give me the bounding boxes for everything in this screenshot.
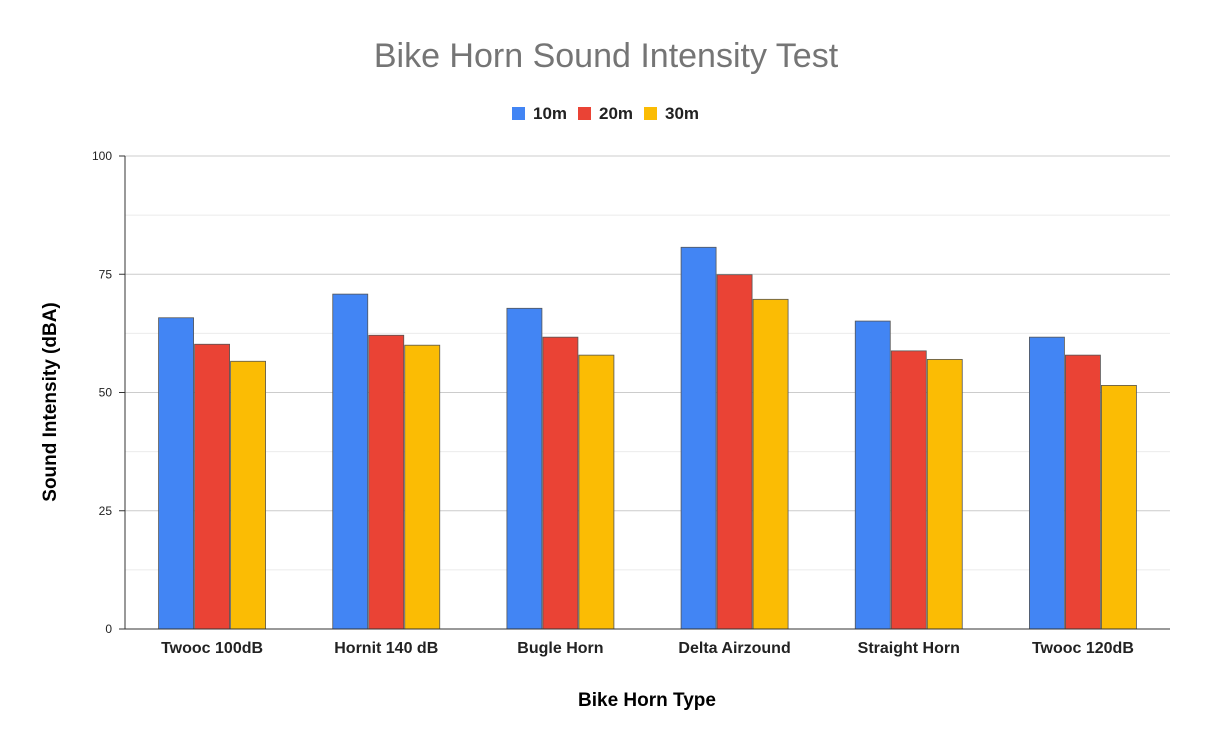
bar-20m-4 xyxy=(890,350,927,630)
x-tick-label: Straight Horn xyxy=(858,640,960,657)
bar-10m-4 xyxy=(854,320,891,630)
y-tick-label: 0 xyxy=(105,622,112,636)
bar-10m-0 xyxy=(158,317,194,630)
bar-30m-0 xyxy=(230,360,266,630)
x-axis-labels: Twooc 100dB Hornit 140 dB Bugle Horn Delta … xyxy=(161,640,1134,657)
bar-10m-1 xyxy=(332,293,369,630)
bar-30m-1 xyxy=(404,344,441,630)
legend-label-20m: 20m xyxy=(599,104,633,123)
x-tick-label: Delta Airzound xyxy=(678,640,790,657)
x-tick-label: Twooc 120dB xyxy=(1032,640,1134,657)
bar-30m-5 xyxy=(1101,385,1137,630)
bar-20m-0 xyxy=(194,343,230,630)
axes xyxy=(124,156,1170,630)
y-axis-title: Sound Intensity (dBA) xyxy=(40,302,61,501)
y-tick-label: 25 xyxy=(99,504,113,518)
bar-30m-2 xyxy=(578,354,615,630)
y-tick-label: 100 xyxy=(92,149,112,163)
x-axis-title: Bike Horn Type xyxy=(578,690,716,711)
bar-10m-5 xyxy=(1029,336,1065,630)
x-tick-label: Hornit 140 dB xyxy=(334,640,438,657)
x-tick-label: Bugle Horn xyxy=(517,640,603,657)
legend-swatch-10m xyxy=(512,107,525,120)
legend-label-10m: 10m xyxy=(533,104,567,123)
y-tick-label: 75 xyxy=(99,267,113,281)
gridlines xyxy=(125,155,1170,571)
bar-20m-5 xyxy=(1065,354,1101,630)
x-tick-label: Twooc 100dB xyxy=(161,640,263,657)
bar-20m-2 xyxy=(542,336,579,630)
bar-20m-1 xyxy=(368,334,405,630)
legend-swatch-20m xyxy=(578,107,591,120)
bar-10m-2 xyxy=(506,307,543,630)
bar-10m-3 xyxy=(680,246,717,630)
y-axis-ticks: 0 25 50 75 100 xyxy=(92,149,125,636)
y-tick-label: 50 xyxy=(99,386,113,400)
chart-title: Bike Horn Sound Intensity Test xyxy=(374,37,839,75)
bar-30m-3 xyxy=(752,298,789,630)
bar-30m-4 xyxy=(926,358,963,630)
bar-20m-3 xyxy=(716,274,753,630)
legend: 10m 20m 30m xyxy=(512,104,699,123)
legend-swatch-30m xyxy=(644,107,657,120)
bars xyxy=(158,246,1137,630)
legend-label-30m: 30m xyxy=(665,104,699,123)
